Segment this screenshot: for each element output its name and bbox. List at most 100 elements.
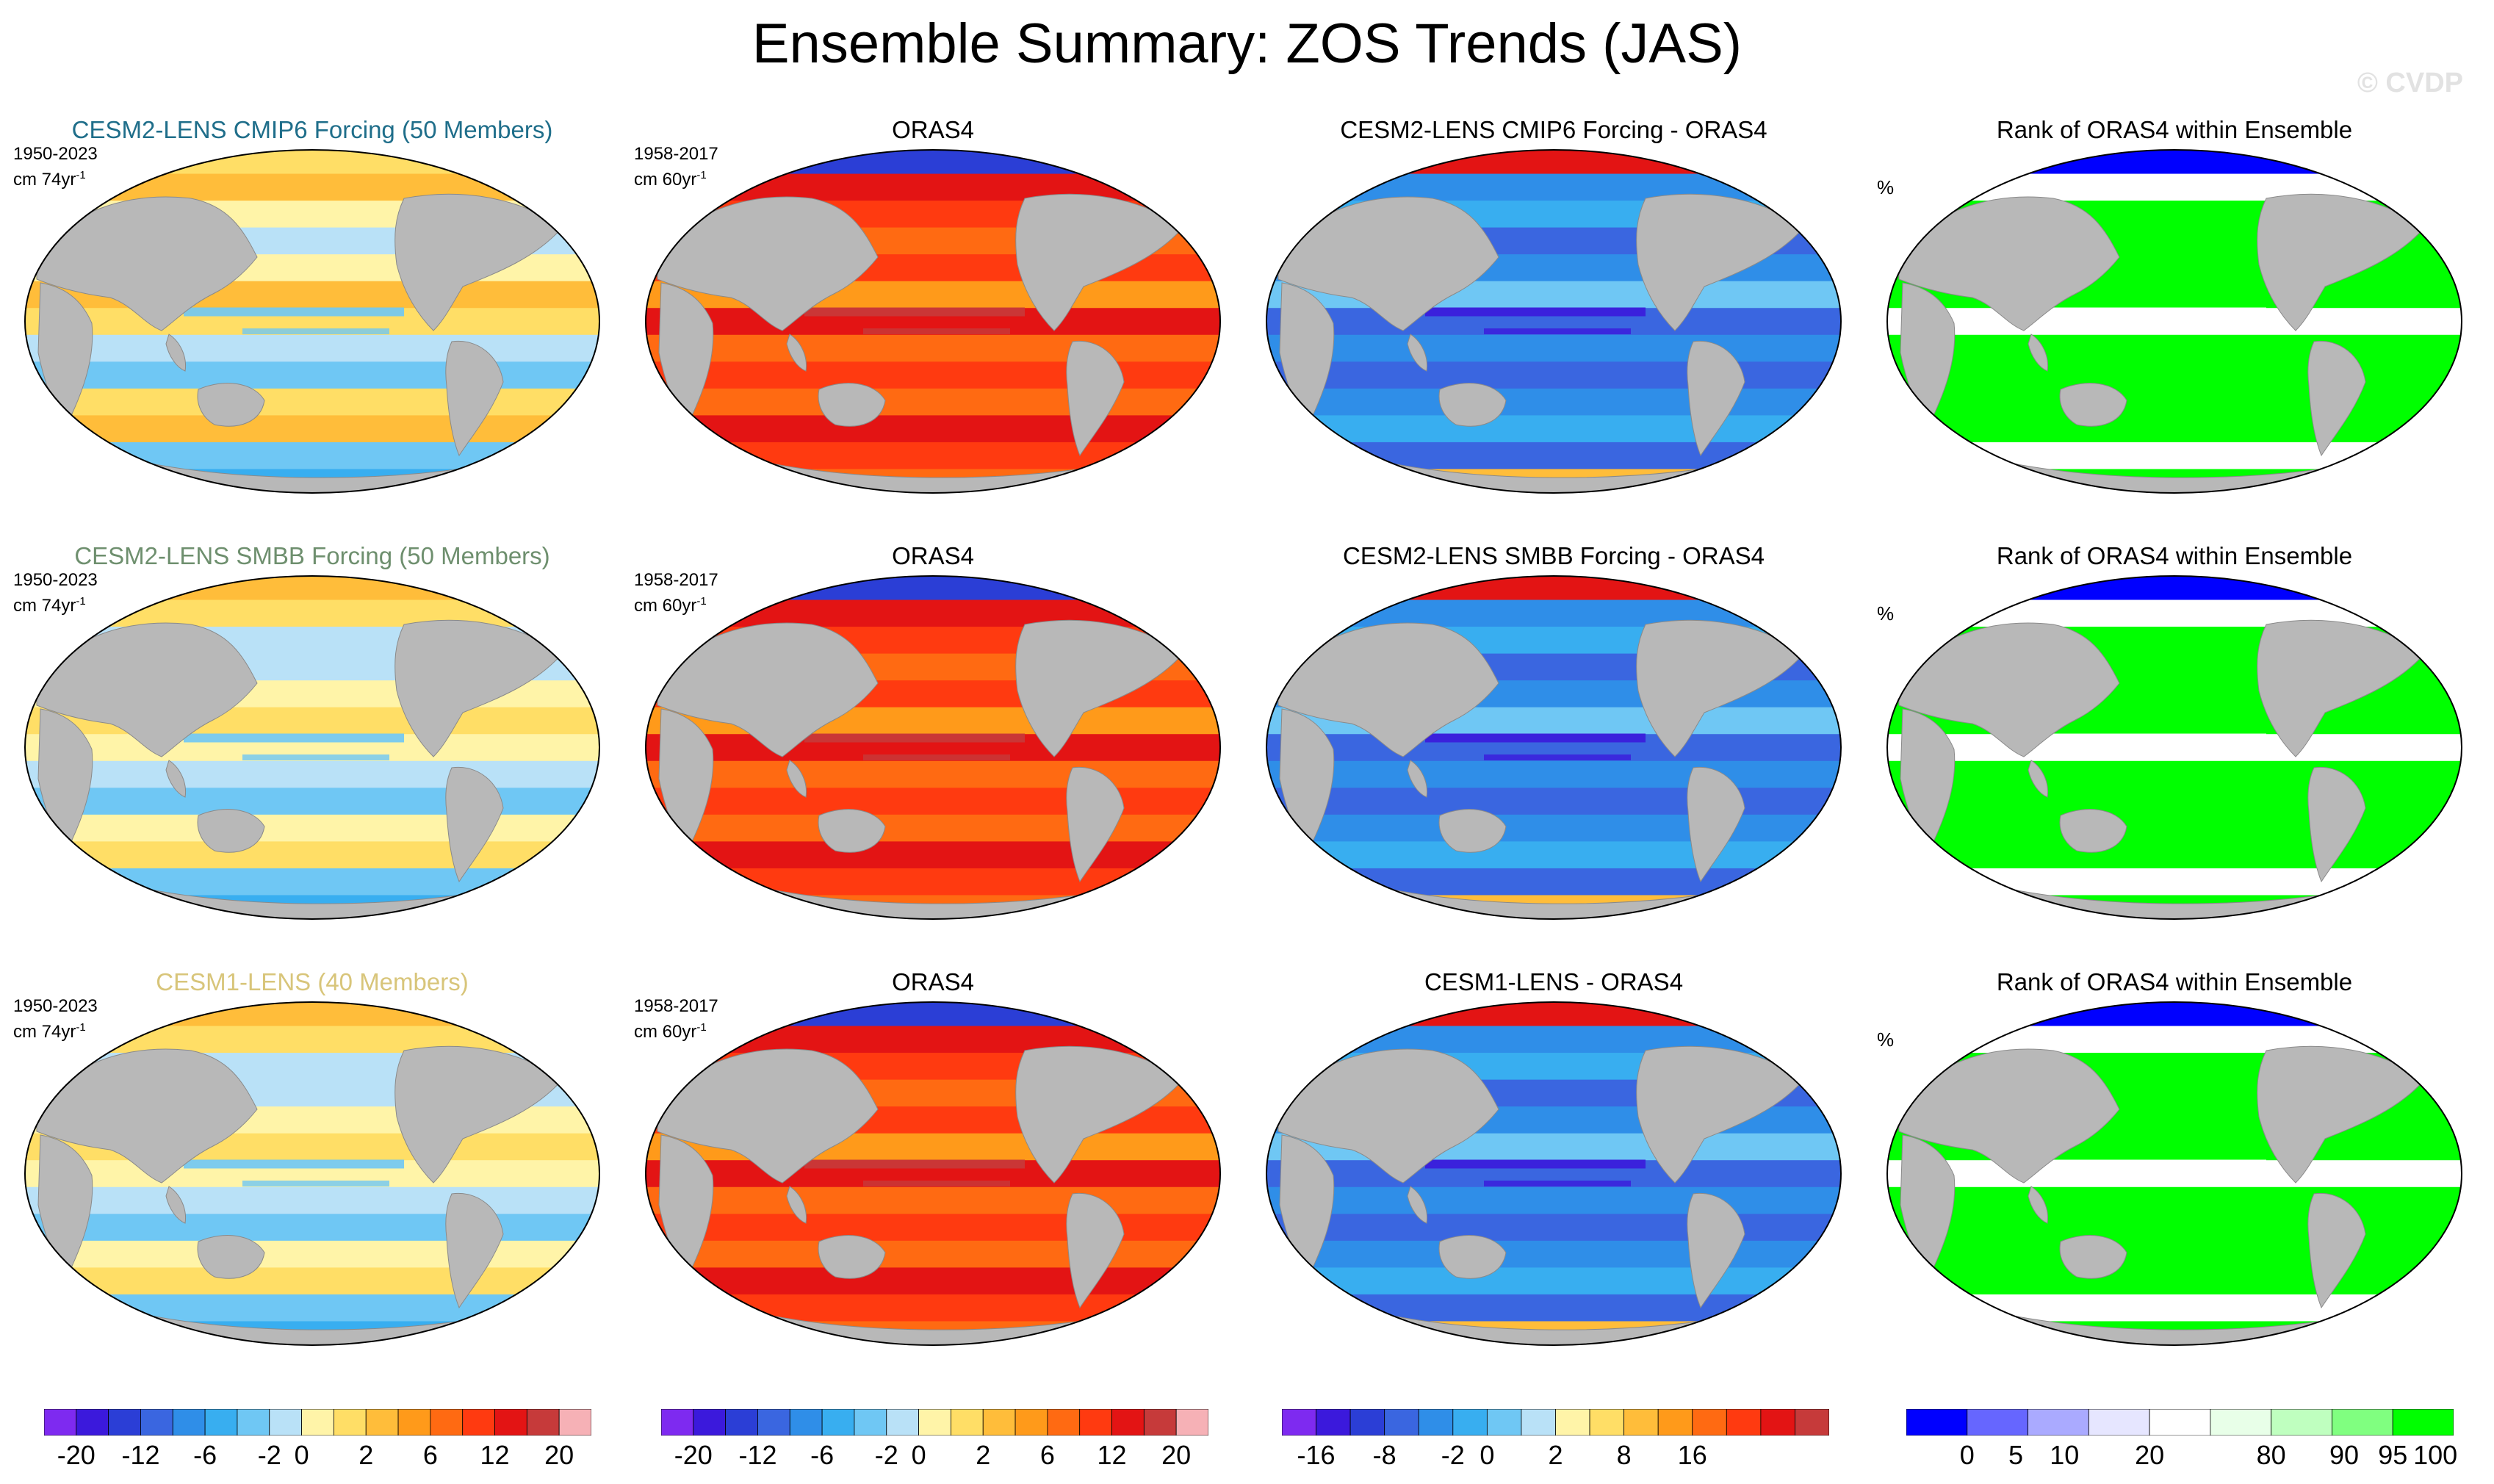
land-mass	[1438, 383, 1507, 427]
colorbar-box	[1014, 1409, 1048, 1436]
period-label: 1950-2023 cm 74yr-1	[13, 143, 98, 190]
colorbar-box	[1486, 1409, 1522, 1436]
land-mass	[165, 334, 187, 372]
land-mass	[1066, 766, 1125, 883]
land-mass	[197, 383, 265, 427]
colorbar-tick-label: 90	[2329, 1440, 2360, 1470]
colorbar-box	[951, 1409, 984, 1436]
land-mass	[165, 760, 187, 798]
diff-map-row-1	[1266, 149, 1842, 494]
colorbar-tick-label: 20	[1161, 1440, 1192, 1470]
colorbar-box	[1079, 1409, 1112, 1436]
period-years: 1958-2017	[634, 996, 718, 1016]
colorbar-tick-label: -8	[1372, 1440, 1396, 1470]
obs-title: ORAS4	[892, 968, 974, 995]
colorbar-box	[365, 1409, 399, 1436]
land-mass	[2257, 193, 2425, 331]
land-mass	[1438, 1235, 1507, 1279]
units-label: cm 74yr-1	[13, 595, 86, 616]
colorbar-tick-label: 12	[480, 1440, 510, 1470]
land-mass	[818, 809, 886, 853]
colorbar-box	[108, 1409, 141, 1436]
colorbar-box	[237, 1409, 270, 1436]
period-years: 1950-2023	[13, 996, 98, 1016]
land-mass	[1015, 193, 1183, 331]
diff-title: CESM1-LENS - ORAS4	[1424, 968, 1684, 995]
colorbar-box	[1175, 1409, 1208, 1436]
period-label: 1958-2017 cm 60yr-1	[634, 995, 718, 1042]
colorbar-tick-label: -20	[674, 1440, 713, 1470]
period-years: 1950-2023	[13, 144, 98, 164]
land-mass	[2059, 383, 2127, 427]
period-years: 1950-2023	[13, 570, 98, 590]
percent-label: %	[1877, 176, 1895, 198]
land-mass	[2028, 334, 2049, 372]
land-mass	[2028, 760, 2049, 798]
ensemble-title: CESM2-LENS CMIP6 Forcing (50 Members)	[71, 116, 553, 143]
colorbar-box	[661, 1409, 694, 1436]
colorbar-box	[1692, 1409, 1727, 1436]
land-mass	[197, 1235, 265, 1279]
units-label: cm 60yr-1	[634, 595, 707, 616]
land-mass	[2307, 340, 2366, 457]
land-mass	[1636, 1045, 1804, 1184]
land-mass	[1277, 622, 1499, 757]
land-mass	[1015, 619, 1183, 757]
colorbar-box	[494, 1409, 527, 1436]
colorbar-box	[1282, 1409, 1316, 1436]
ensemble-map-row-2	[24, 575, 600, 920]
obs-map-row-3	[645, 1001, 1221, 1346]
colorbar-box	[430, 1409, 464, 1436]
colorbar-box	[44, 1409, 77, 1436]
obs-title: ORAS4	[892, 116, 974, 143]
land-mass	[2059, 1235, 2127, 1279]
colorbar-box	[1589, 1409, 1625, 1436]
land-mass	[1636, 193, 1804, 331]
land-mass	[36, 196, 258, 331]
colorbar-box	[397, 1409, 431, 1436]
colorbar-box	[789, 1409, 823, 1436]
land-mass	[1407, 760, 1428, 798]
colorbar-tick-label: -12	[121, 1440, 160, 1470]
units-label: cm 74yr-1	[13, 1021, 86, 1042]
colorbar-box	[1795, 1409, 1829, 1436]
colorbar-tick-label: -6	[810, 1440, 835, 1470]
colorbar-tick-label: 100	[2413, 1440, 2458, 1470]
ensemble-map-row-3	[24, 1001, 600, 1346]
colorbar-box	[725, 1409, 758, 1436]
colorbar-box	[1452, 1409, 1488, 1436]
colorbar-box	[1906, 1409, 1968, 1436]
percent-label: %	[1877, 602, 1895, 624]
page-title: Ensemble Summary: ZOS Trends (JAS)	[752, 12, 1742, 75]
land-mass	[657, 1048, 879, 1184]
colorbar-box	[1657, 1409, 1693, 1436]
period-label: 1950-2023 cm 74yr-1	[13, 995, 98, 1042]
land-mass	[165, 1186, 187, 1224]
colorbar-box	[1418, 1409, 1454, 1436]
land-mass	[197, 809, 265, 853]
colorbar-box	[1316, 1409, 1351, 1436]
land-mass	[1687, 1192, 1745, 1309]
period-years: 1958-2017	[634, 144, 718, 164]
land-mass	[36, 622, 258, 757]
colorbar-box	[886, 1409, 919, 1436]
land-mass	[445, 1192, 504, 1309]
colorbar-box	[172, 1409, 206, 1436]
ocean-field	[1887, 150, 2462, 493]
units-label: cm 60yr-1	[634, 169, 707, 190]
colorbar-box	[2392, 1409, 2454, 1436]
colorbar-4	[1906, 1409, 2454, 1436]
colorbar-box	[1047, 1409, 1081, 1436]
colorbar-box	[2088, 1409, 2150, 1436]
land-mass	[394, 193, 563, 331]
land-mass	[818, 383, 886, 427]
colorbar-tick-label: -2	[257, 1440, 281, 1470]
colorbar-tick-label: 8	[1616, 1440, 1632, 1470]
colorbar-box	[1555, 1409, 1590, 1436]
colorbar-box	[918, 1409, 951, 1436]
colorbar-tick-label: 2	[1548, 1440, 1563, 1470]
land-mass	[445, 340, 504, 457]
colorbar-box	[1111, 1409, 1145, 1436]
colorbar-tick-label: -2	[1441, 1440, 1465, 1470]
colorbar-box	[1384, 1409, 1419, 1436]
